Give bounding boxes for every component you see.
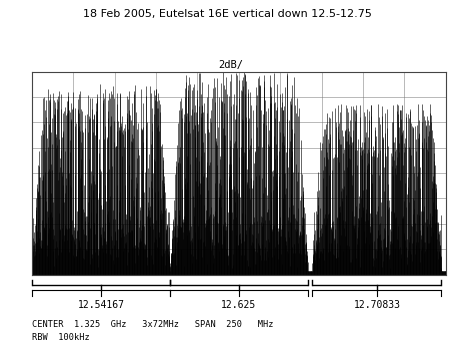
Text: RBW  100kHz: RBW 100kHz — [32, 333, 90, 341]
Text: CENTER  1.325  GHz   3x72MHz   SPAN  250   MHz: CENTER 1.325 GHz 3x72MHz SPAN 250 MHz — [32, 320, 273, 329]
Text: 12.625: 12.625 — [221, 300, 257, 310]
Text: 2dB/: 2dB/ — [218, 60, 243, 70]
Text: 12.70833: 12.70833 — [354, 300, 400, 310]
Text: 12.54167: 12.54167 — [77, 300, 124, 310]
Text: 18 Feb 2005, Eutelsat 16E vertical down 12.5-12.75: 18 Feb 2005, Eutelsat 16E vertical down … — [83, 9, 372, 18]
